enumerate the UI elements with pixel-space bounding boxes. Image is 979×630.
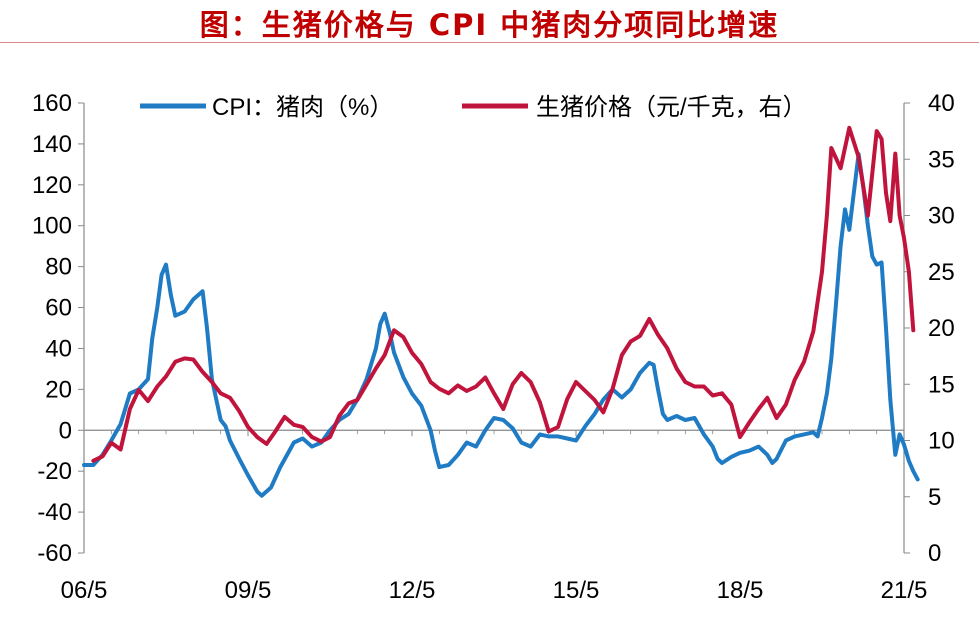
left-axis-ticks: 160 140 120 100 80 60 40 20 0 -20 -40 -60 [32,90,84,567]
left-tick-label: 40 [45,335,72,362]
x-axis-ticks: 06/5 09/5 12/5 15/5 18/5 21/5 [61,430,928,604]
right-tick-label: 10 [928,428,955,455]
x-tick-label: 18/5 [717,577,764,604]
right-tick-label: 5 [928,484,941,511]
legend-hog-label: 生猪价格（元/千克，右） [536,94,807,121]
right-tick-label: 15 [928,371,955,398]
right-tick-label: 20 [928,315,955,342]
right-tick-label: 30 [928,203,955,230]
right-tick-label: 35 [928,146,955,173]
left-tick-label: -40 [37,499,72,526]
left-tick-label: 140 [32,131,72,158]
series-line-cpi-pork [82,152,920,498]
left-tick-label: 100 [32,213,72,240]
x-tick-label: 09/5 [225,577,272,604]
series-lines [82,125,920,498]
chart-title: 图：生猪价格与 CPI 中猪肉分项同比增速 [199,8,780,42]
right-tick-label: 0 [928,540,941,567]
title-divider [0,42,979,43]
x-tick-label: 21/5 [881,577,928,604]
x-tick-label: 15/5 [553,577,600,604]
left-tick-label: 20 [45,376,72,403]
x-tick-label: 06/5 [61,577,108,604]
title-bar: 图：生猪价格与 CPI 中猪肉分项同比增速 [0,0,979,46]
left-tick-label: 160 [32,90,72,117]
right-tick-label: 25 [928,259,955,286]
left-tick-label: 0 [59,417,72,444]
left-tick-label: -60 [37,540,72,567]
left-tick-label: 80 [45,254,72,281]
right-tick-label: 40 [928,90,955,117]
legend: CPI：猪肉（%） 生猪价格（元/千克，右） [140,94,807,121]
x-tick-label: 12/5 [389,577,436,604]
axes [83,103,905,553]
left-tick-label: 120 [32,172,72,199]
series-line-hog-price [91,125,916,463]
legend-cpi-label: CPI：猪肉（%） [212,94,393,121]
left-tick-label: 60 [45,295,72,322]
left-tick-label: -20 [37,458,72,485]
right-axis-ticks: 40 35 30 25 20 15 10 5 0 [904,90,955,567]
